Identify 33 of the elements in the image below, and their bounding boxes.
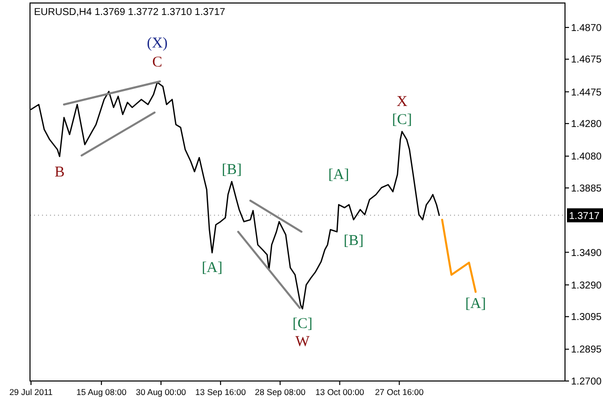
x-tick-label: 29 Jul 2011	[9, 387, 53, 397]
x-tick-label: 13 Sep 16:00	[195, 387, 246, 397]
y-tick-label: 1.2700	[571, 376, 602, 388]
annotation: B	[54, 164, 65, 181]
annotation: [B]	[344, 232, 364, 249]
y-tick-label: 1.4675	[571, 54, 602, 66]
annotation: W	[295, 334, 310, 350]
annotation: [B]	[222, 162, 242, 178]
x-tick-label: 15 Aug 08:00	[76, 387, 127, 397]
line-series	[441, 218, 477, 293]
x-tick-label: 30 Aug 00:00	[136, 387, 186, 397]
y-tick-label: 1.3290	[571, 280, 602, 292]
annotation: [A]	[465, 296, 486, 312]
annotation: [A]	[328, 166, 350, 183]
x-tick-label: 28 Sep 08:00	[254, 387, 306, 397]
y-tick-label: 1.3885	[571, 183, 602, 194]
x-tick-label: 27 Oct 16:00	[374, 387, 424, 397]
y-tick-label: 1.3095	[571, 312, 602, 324]
y-tick-label: 1.4870	[571, 22, 602, 34]
ref-line-label: 1.3717	[569, 210, 600, 222]
y-tick-label: 1.4280	[571, 119, 602, 130]
y-tick-label: 1.3490	[571, 248, 602, 259]
annotation: [C]	[392, 112, 412, 128]
annotation: (X)	[146, 36, 168, 52]
y-tick-label: 1.4475	[571, 87, 602, 98]
annotation: [C]	[292, 316, 312, 332]
y-tick-label: 1.4080	[571, 152, 602, 163]
annotation: [A]	[202, 260, 223, 276]
annotation: C	[152, 54, 162, 71]
y-tick-label: 1.2895	[571, 344, 602, 356]
annotation: X	[396, 94, 408, 110]
chart-title: EURUSD,H4 1.3769 1.3772 1.3710 1.3717	[34, 7, 226, 18]
x-tick-label: 13 Oct 00:00	[315, 387, 364, 397]
